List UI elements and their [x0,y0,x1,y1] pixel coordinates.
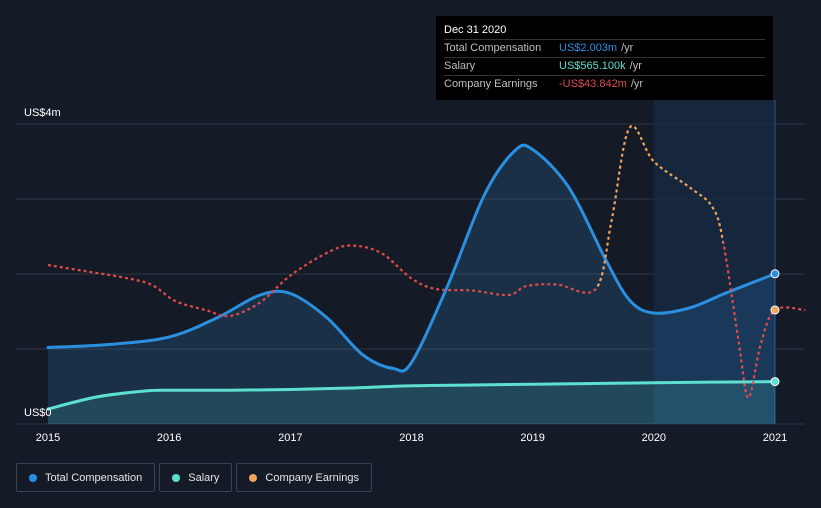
legend-item-total-compensation[interactable]: Total Compensation [16,463,156,492]
legend-label: Salary [188,471,220,484]
series-lines [46,124,806,411]
legend-dot-icon [249,473,258,482]
total-compensation-marker [770,269,780,279]
tooltip-value: US$565.100k [559,60,626,72]
y-tick-label: US$0 [24,407,52,419]
tooltip-value: -US$43.842m [559,78,627,90]
x-axis: 2015 2016 2017 2018 2019 2020 2021 [36,432,787,444]
x-tick-label: 2020 [642,432,666,444]
tooltip-row-salary: Salary US$565.100k /yr [444,57,765,75]
tooltip-label: Salary [444,60,476,72]
legend-label: Total Compensation [45,471,143,484]
tooltip-unit: /yr [629,60,642,72]
total-compensation-area [48,145,775,425]
x-tick-label: 2019 [520,432,544,444]
legend: Total Compensation Salary Company Earnin… [16,463,372,492]
x-tick-label: 2021 [763,432,787,444]
total-compensation-line [46,143,777,373]
tooltip-label: Total Compensation [444,42,542,54]
company-earnings-line-negative [47,244,604,318]
x-tick-label: 2016 [157,432,181,444]
x-tick-label: 2018 [399,432,423,444]
company-earnings-line-negative [720,225,806,399]
tooltip-row-total-compensation: Total Compensation US$2.003m /yr [444,39,765,57]
series-markers [770,269,780,387]
y-axis: US$0 US$4m [24,107,61,419]
legend-item-salary[interactable]: Salary [159,463,233,492]
legend-dot-icon [172,473,181,482]
tooltip-value: US$2.003m [559,42,618,54]
salary-line [46,380,777,411]
legend-label: Company Earnings [265,471,359,484]
company-earnings-marker [770,305,780,315]
tooltip-unit: /yr [621,42,634,54]
legend-dot-icon [29,473,37,482]
legend-item-company-earnings[interactable]: Company Earnings [236,463,372,492]
tooltip: Dec 31 2020 Total Compensation US$2.003m… [436,16,773,100]
tooltip-unit: /yr [630,78,644,90]
tooltip-row-company-earnings: Company Earnings -US$43.842m /yr [444,75,765,93]
salary-area [48,381,775,424]
tooltip-label: Company Earnings [444,78,538,90]
tooltip-date: Dec 31 2020 [444,24,507,36]
x-tick-label: 2015 [36,432,60,444]
series-areas [48,145,775,425]
x-tick-label: 2017 [278,432,302,444]
y-tick-label: US$4m [24,107,61,119]
salary-marker [770,377,780,387]
